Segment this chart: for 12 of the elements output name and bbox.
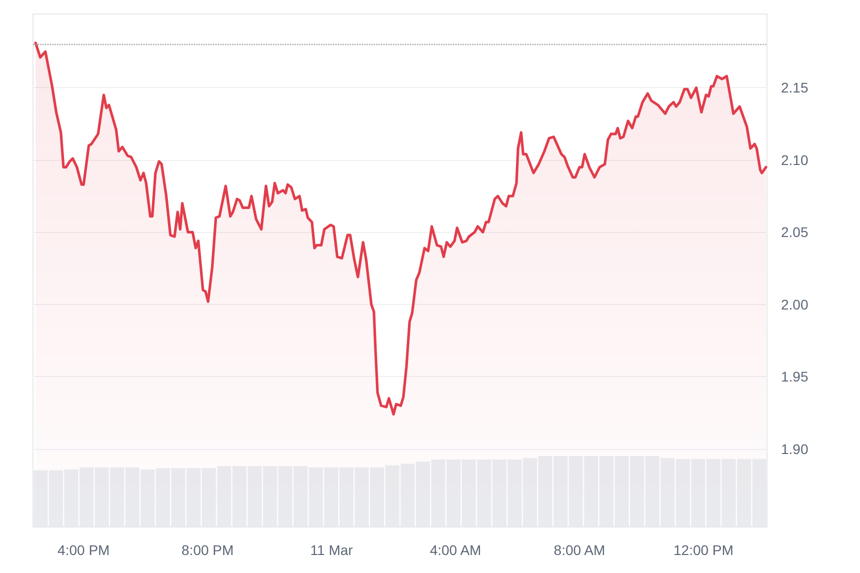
y-tick-label: 1.90 bbox=[781, 440, 808, 457]
y-tick-label: 2.00 bbox=[781, 296, 808, 312]
x-tick-label: 4:00 AM bbox=[430, 542, 482, 558]
x-tick-label: 11 Mar bbox=[310, 542, 354, 558]
x-tick-label: 12:00 PM bbox=[673, 542, 734, 558]
x-tick-label: 8:00 AM bbox=[554, 542, 606, 558]
y-tick-label: 2.10 bbox=[781, 152, 808, 168]
y-tick-label: 2.15 bbox=[781, 80, 808, 96]
y-tick-label: 1.95 bbox=[781, 368, 808, 385]
x-tick-label: 8:00 PM bbox=[182, 542, 234, 558]
y-tick-label: 2.05 bbox=[781, 224, 808, 240]
x-tick-label: 4:00 PM bbox=[58, 542, 110, 558]
